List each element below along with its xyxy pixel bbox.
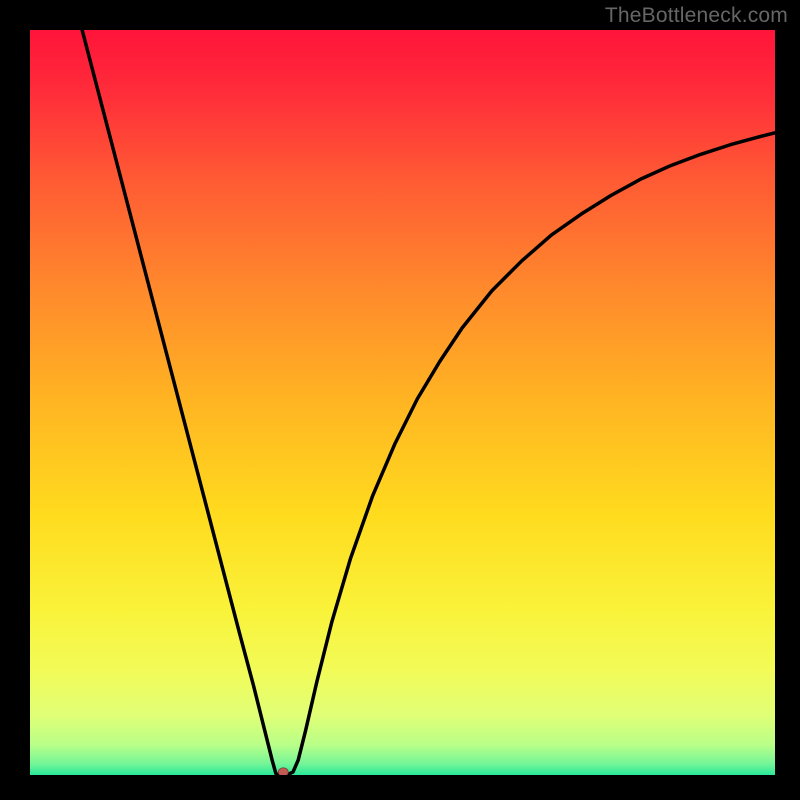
minimum-marker (278, 768, 288, 775)
plot-area (30, 30, 775, 775)
watermark-text: TheBottleneck.com (605, 4, 788, 28)
bottleneck-curve (82, 30, 775, 775)
chart-frame: TheBottleneck.com (0, 0, 800, 800)
curve-layer (30, 30, 775, 775)
